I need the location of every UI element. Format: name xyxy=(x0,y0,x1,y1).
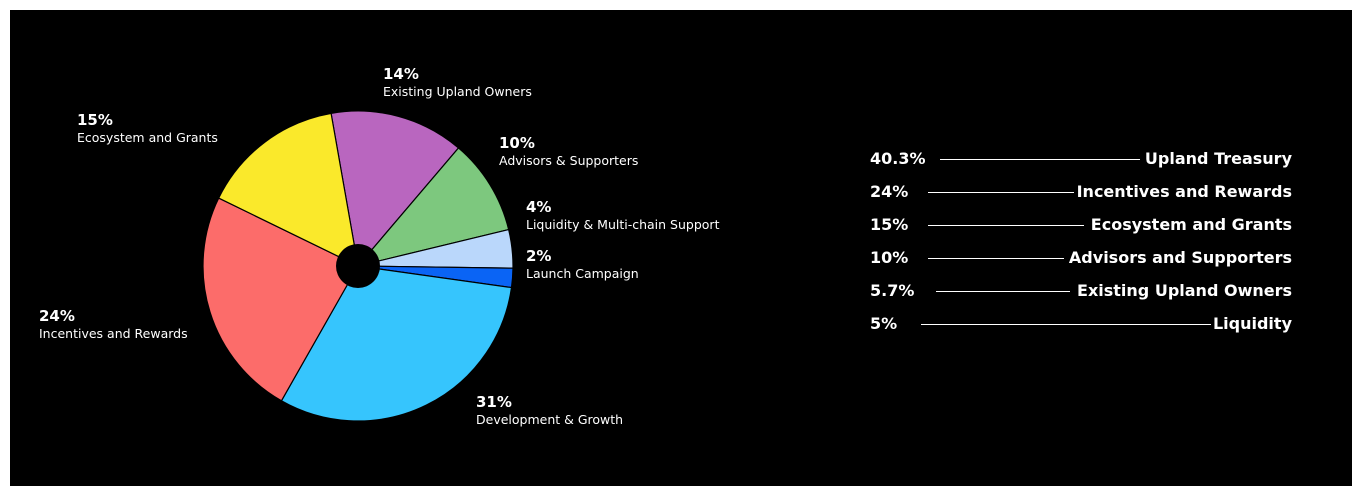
allocation-row-advisors-supporters: 10% Advisors and Supporters xyxy=(870,247,1292,269)
allocation-divider xyxy=(928,225,1084,226)
slice-name: Advisors & Supporters xyxy=(499,153,639,168)
slice-label-incentives-rewards: 24% Incentives and Rewards xyxy=(39,307,188,342)
pie-slice-existing-upland-owners xyxy=(330,110,460,268)
slice-label-liquidity-multichain: 4% Liquidity & Multi-chain Support xyxy=(526,198,719,233)
slice-name: Development & Growth xyxy=(476,412,624,427)
allocation-pct: 40.3% xyxy=(870,149,926,168)
pie-chart xyxy=(202,110,514,422)
slice-name: Liquidity & Multi-chain Support xyxy=(526,217,720,232)
allocation-divider xyxy=(936,291,1070,292)
slice-pct: 15% xyxy=(77,111,113,129)
pie-slice-ecosystem-and-grants xyxy=(217,112,359,268)
slice-label-existing-upland-owners: 14% Existing Upland Owners xyxy=(383,65,532,100)
slice-label-launch-campaign: 2% Launch Campaign xyxy=(526,247,639,282)
allocation-row-ecosystem-grants: 15% Ecosystem and Grants xyxy=(870,214,1292,236)
allocation-pct: 24% xyxy=(870,182,909,201)
pie-slice-development-growth xyxy=(280,265,513,422)
chart-panel: 14% Existing Upland Owners 10% Advisors … xyxy=(10,10,1352,486)
slice-pct: 2% xyxy=(526,247,552,265)
slice-pct: 31% xyxy=(476,393,512,411)
slice-name: Launch Campaign xyxy=(526,266,639,281)
allocation-divider xyxy=(921,324,1211,325)
allocation-label: Upland Treasury xyxy=(1144,149,1292,168)
allocation-pct: 5.7% xyxy=(870,281,915,300)
slice-pct: 14% xyxy=(383,65,419,83)
allocation-row-liquidity: 5% Liquidity xyxy=(870,313,1292,335)
slice-pct: 10% xyxy=(499,134,535,152)
allocation-divider xyxy=(928,258,1064,259)
slice-name: Ecosystem and Grants xyxy=(77,130,218,145)
allocation-divider xyxy=(928,192,1074,193)
slice-pct: 24% xyxy=(39,307,75,325)
allocation-label: Incentives and Rewards xyxy=(1076,182,1292,201)
allocation-label: Liquidity xyxy=(1212,314,1292,333)
allocation-divider xyxy=(940,159,1140,160)
slice-pct: 4% xyxy=(526,198,552,216)
allocation-label: Existing Upland Owners xyxy=(1077,281,1292,300)
allocation-pct: 10% xyxy=(870,248,909,267)
pie-center-hole xyxy=(336,244,380,288)
slice-label-development-growth: 31% Development & Growth xyxy=(476,393,623,428)
allocation-row-existing-upland-owners: 5.7% Existing Upland Owners xyxy=(870,280,1292,302)
allocation-row-incentives-rewards: 24% Incentives and Rewards xyxy=(870,181,1292,203)
pie-slice-advisors-supporters xyxy=(356,147,510,268)
slice-label-advisors-supporters: 10% Advisors & Supporters xyxy=(499,134,638,169)
slice-name: Incentives and Rewards xyxy=(39,326,188,341)
allocation-label: Advisors and Supporters xyxy=(1068,248,1292,267)
pie-slice-incentives-and-rewards xyxy=(202,197,359,402)
slice-name: Existing Upland Owners xyxy=(383,84,532,99)
slice-label-ecosystem-grants: 15% Ecosystem and Grants xyxy=(77,111,218,146)
allocation-pct: 15% xyxy=(870,215,909,234)
allocation-pct: 5% xyxy=(870,314,898,333)
allocation-row-upland-treasury: 40.3% Upland Treasury xyxy=(870,148,1292,170)
allocation-label: Ecosystem and Grants xyxy=(1090,215,1292,234)
